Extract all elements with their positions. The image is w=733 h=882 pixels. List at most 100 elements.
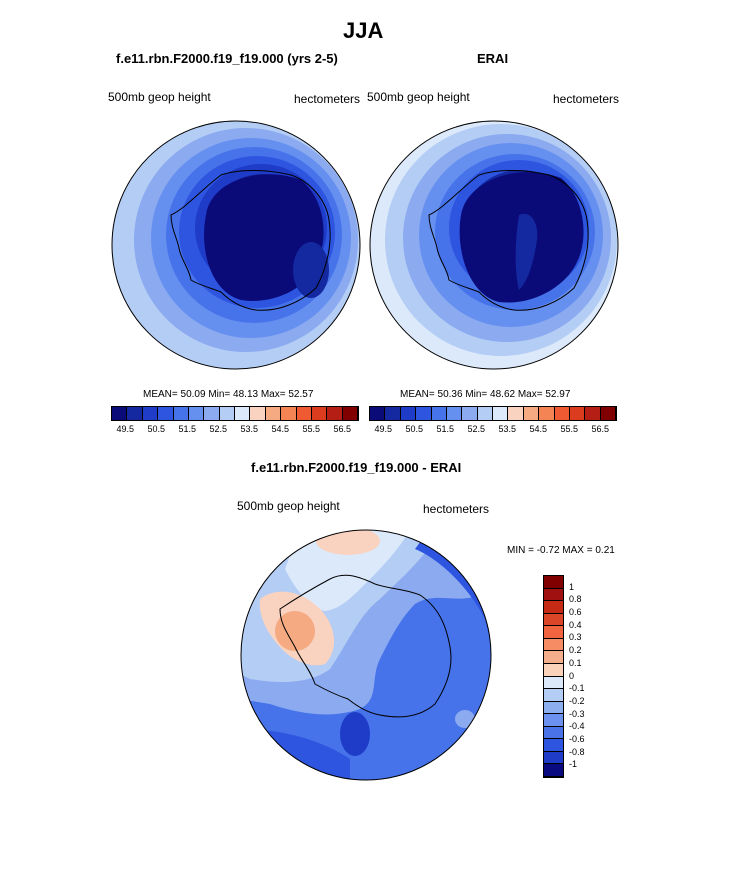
diff-polar-map [240,529,492,781]
diff-variable-label: 500mb geop height [237,499,340,513]
panel-1-units-label: hectometers [294,92,361,106]
colorbar-swatch [544,739,563,752]
colorbar-tick-label: -0.4 [569,721,585,732]
colorbar-tick-label: 0.1 [569,657,582,668]
diff-units-label: hectometers [423,502,490,516]
colorbar-tick-label: 52.5 [467,424,486,434]
colorbar-tick-label: 51.5 [178,424,197,434]
colorbar-swatch [235,407,251,420]
panel-2-stats: MEAN= 50.36 Min= 48.62 Max= 52.97 [400,389,571,400]
coastline [279,574,452,718]
colorbar-tick-label: 0.6 [569,607,582,618]
colorbar-swatch [585,407,601,420]
colorbar-swatch [544,588,563,602]
contour-band [340,712,370,756]
colorbar-swatch [112,407,128,420]
globe-outline [369,120,619,370]
colorbar-swatch [342,407,358,420]
colorbar-tick-label: 53.5 [498,424,517,434]
colorbar-tick-label: -0.8 [569,746,585,757]
colorbar-tick-label: -0.6 [569,733,585,744]
colorbar-tick-label: 49.5 [116,424,135,434]
panel-2-polar-map [369,120,619,370]
colorbar-swatch [281,407,297,420]
colorbar-swatch [544,714,563,727]
colorbar-swatch [219,407,235,420]
colorbar-swatch [544,576,563,589]
colorbar-swatch [544,764,563,777]
colorbar-swatch [544,726,563,740]
colorbar-swatch [493,407,509,420]
panel-1-polar-map [111,120,361,370]
colorbar-tick-label: 0 [569,670,575,681]
panel-2-units-label: hectometers [553,92,620,106]
colorbar-swatch [204,407,220,420]
panel-2-colorbar [369,406,617,421]
colorbar-swatch [311,407,328,420]
colorbar-swatch [544,601,563,614]
colorbar-tick-label: 0.8 [569,594,582,605]
contour-band [293,242,329,298]
colorbar-tick-label: -0.3 [569,708,585,719]
colorbar-tick-label: -0.1 [569,683,585,694]
page-title: JJA [343,18,384,43]
colorbar-tick-label: 50.5 [405,424,424,434]
colorbar-swatch [544,638,563,652]
globe-outline [111,120,361,370]
colorbar-swatch [400,407,417,420]
colorbar-swatch [173,407,189,420]
colorbar-tick-label: 55.5 [302,424,321,434]
panel-1-colorbar [111,406,359,421]
colorbar-swatch [327,407,343,420]
diff-colorbar [543,575,564,778]
contour-band [455,710,475,728]
colorbar-tick-label: 0.3 [569,632,582,643]
colorbar-swatch [544,689,563,702]
colorbar-swatch [544,701,563,715]
panel-1-variable-label: 500mb geop height [108,90,211,104]
contour-band [275,611,315,651]
colorbar-swatch [544,651,563,664]
globe-outline [240,529,492,781]
colorbar-swatch [544,626,563,639]
colorbar-tick-label: 54.5 [271,424,290,434]
colorbar-swatch [296,407,312,420]
colorbar-swatch [523,407,540,420]
colorbar-swatch [554,407,570,420]
colorbar-tick-label: 53.5 [240,424,259,434]
colorbar-swatch [431,407,447,420]
colorbar-tick-label: 51.5 [436,424,455,434]
colorbar-tick-label: 0.2 [569,645,582,656]
panel-1-title: f.e11.rbn.F2000.f19_f19.000 (yrs 2-5) [116,51,338,66]
colorbar-tick-label: 1 [569,581,575,592]
colorbar-tick-label: -1 [569,759,578,770]
colorbar-swatch [142,407,159,420]
coastline [170,169,331,311]
colorbar-swatch [265,407,282,420]
colorbar-tick-label: 52.5 [209,424,228,434]
colorbar-swatch [544,676,563,690]
coastline [428,169,589,311]
colorbar-swatch [158,407,174,420]
colorbar-swatch [600,407,616,420]
diff-minmax: MIN = -0.72 MAX = 0.21 [507,545,615,556]
colorbar-swatch [370,407,386,420]
colorbar-tick-label: 49.5 [374,424,393,434]
colorbar-tick-label: 56.5 [333,424,352,434]
colorbar-swatch [385,407,401,420]
panel-2-variable-label: 500mb geop height [367,90,470,104]
colorbar-swatch [446,407,463,420]
colorbar-tick-label: 55.5 [560,424,579,434]
colorbar-swatch [462,407,478,420]
colorbar-tick-label: 50.5 [147,424,166,434]
colorbar-swatch [569,407,586,420]
colorbar-swatch [544,751,563,765]
diff-panel-title: f.e11.rbn.F2000.f19_f19.000 - ERAI [251,460,462,475]
colorbar-tick-label: 0.4 [569,619,582,630]
colorbar-tick-label: -0.2 [569,695,585,706]
colorbar-tick-label: 56.5 [591,424,610,434]
colorbar-swatch [477,407,493,420]
colorbar-swatch [250,407,266,420]
colorbar-swatch [544,663,563,677]
panel-2-title: ERAI [477,51,509,66]
